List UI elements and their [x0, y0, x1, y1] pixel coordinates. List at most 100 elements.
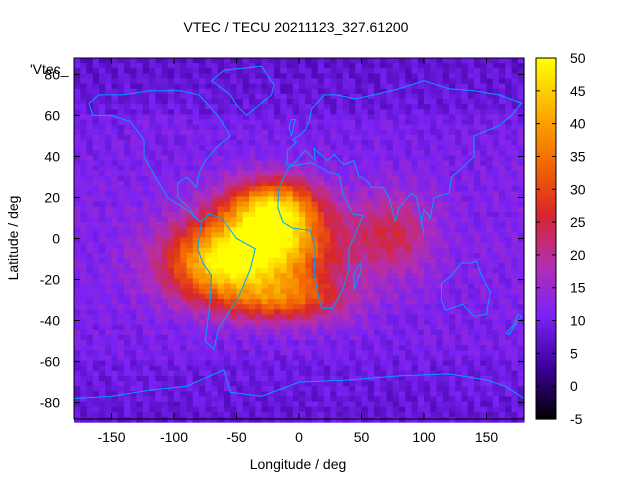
- heatmap-cell: [324, 381, 331, 387]
- heatmap-cell: [367, 386, 375, 392]
- heatmap-cell: [124, 319, 131, 326]
- heatmap-cell: [380, 283, 388, 290]
- heatmap-cell: [205, 283, 213, 290]
- heatmap-cell: [155, 196, 163, 203]
- heatmap-cell: [124, 304, 131, 310]
- heatmap-cell: [80, 401, 88, 408]
- heatmap-cell: [180, 73, 188, 80]
- heatmap-cell: [430, 381, 438, 387]
- heatmap-cell: [367, 191, 375, 198]
- heatmap-cell: [424, 206, 431, 213]
- heatmap-cell: [161, 273, 169, 280]
- heatmap-cell: [186, 247, 194, 254]
- heatmap-cell: [386, 273, 394, 280]
- heatmap-cell: [517, 104, 525, 110]
- heatmap-cell: [374, 345, 381, 351]
- heatmap-cell: [286, 73, 294, 80]
- heatmap-cell: [336, 329, 344, 336]
- heatmap-cell: [267, 88, 275, 95]
- heatmap-cell: [405, 124, 413, 131]
- heatmap-cell: [142, 355, 150, 362]
- heatmap-cell: [355, 181, 363, 187]
- heatmap-cell: [330, 129, 338, 136]
- heatmap-cell: [449, 150, 456, 157]
- heatmap-cell: [424, 114, 431, 121]
- heatmap-cell: [317, 124, 325, 131]
- heatmap-cell: [349, 109, 356, 116]
- heatmap-cell: [155, 370, 163, 377]
- heatmap-cell: [217, 181, 225, 187]
- heatmap-cell: [92, 175, 100, 182]
- heatmap-cell: [399, 63, 406, 69]
- heatmap-cell: [167, 140, 175, 146]
- heatmap-cell: [511, 406, 519, 413]
- heatmap-cell: [424, 319, 431, 326]
- heatmap-cell: [499, 88, 506, 95]
- heatmap-cell: [174, 360, 181, 367]
- heatmap-cell: [224, 283, 231, 290]
- heatmap-cell: [517, 283, 525, 290]
- heatmap-cell: [324, 93, 331, 100]
- heatmap-cell: [224, 216, 231, 223]
- heatmap-cell: [255, 391, 263, 398]
- heatmap-cell: [317, 216, 325, 223]
- heatmap-cell: [467, 104, 475, 110]
- heatmap-cell: [330, 196, 338, 203]
- heatmap-cell: [355, 334, 363, 341]
- heatmap-cell: [242, 83, 250, 90]
- heatmap-cell: [192, 93, 200, 100]
- heatmap-cell: [242, 196, 250, 203]
- heatmap-cell: [330, 58, 338, 64]
- heatmap-cell: [505, 391, 513, 398]
- heatmap-cell: [349, 175, 356, 182]
- heatmap-cell: [255, 196, 263, 203]
- heatmap-cell: [317, 119, 325, 126]
- heatmap-cell: [342, 155, 350, 162]
- heatmap-cell: [86, 175, 94, 182]
- heatmap-cell: [161, 329, 169, 336]
- heatmap-cell: [399, 109, 406, 116]
- heatmap-cell: [261, 355, 269, 362]
- heatmap-cell: [80, 155, 88, 162]
- heatmap-cell: [499, 247, 506, 254]
- heatmap-cell: [367, 293, 375, 300]
- heatmap-cell: [480, 124, 488, 131]
- heatmap-cell: [380, 365, 388, 372]
- heatmap-cell: [480, 329, 488, 336]
- heatmap-cell: [299, 406, 306, 413]
- heatmap-cell: [355, 73, 363, 80]
- heatmap-cell: [174, 293, 181, 300]
- heatmap-cell: [330, 160, 338, 167]
- heatmap-cell: [411, 160, 419, 167]
- heatmap-cell: [474, 114, 481, 121]
- heatmap-cell: [411, 175, 419, 182]
- heatmap-cell: [230, 145, 238, 151]
- heatmap-cell: [442, 186, 450, 192]
- heatmap-cell: [249, 68, 256, 74]
- heatmap-cell: [261, 283, 269, 290]
- heatmap-cell: [336, 73, 344, 80]
- heatmap-cell: [117, 124, 125, 131]
- heatmap-cell: [105, 206, 113, 213]
- heatmap-cell: [517, 68, 525, 74]
- heatmap-cell: [449, 181, 456, 187]
- heatmap-cell: [486, 396, 494, 403]
- heatmap-cell: [186, 350, 194, 357]
- heatmap-cell: [86, 391, 94, 398]
- heatmap-cell: [199, 63, 206, 69]
- heatmap-cell: [274, 175, 281, 182]
- heatmap-cell: [467, 145, 475, 151]
- heatmap-cell: [242, 58, 250, 64]
- heatmap-cell: [236, 324, 244, 331]
- heatmap-cell: [99, 365, 106, 372]
- heatmap-cell: [499, 386, 506, 392]
- heatmap-cell: [492, 381, 500, 387]
- heatmap-cell: [155, 406, 163, 413]
- heatmap-cell: [199, 334, 206, 341]
- heatmap-cell: [286, 140, 294, 146]
- heatmap-cell: [161, 263, 169, 269]
- heatmap-cell: [436, 114, 444, 121]
- heatmap-cell: [180, 140, 188, 146]
- heatmap-cell: [255, 227, 263, 233]
- heatmap-cell: [330, 345, 338, 351]
